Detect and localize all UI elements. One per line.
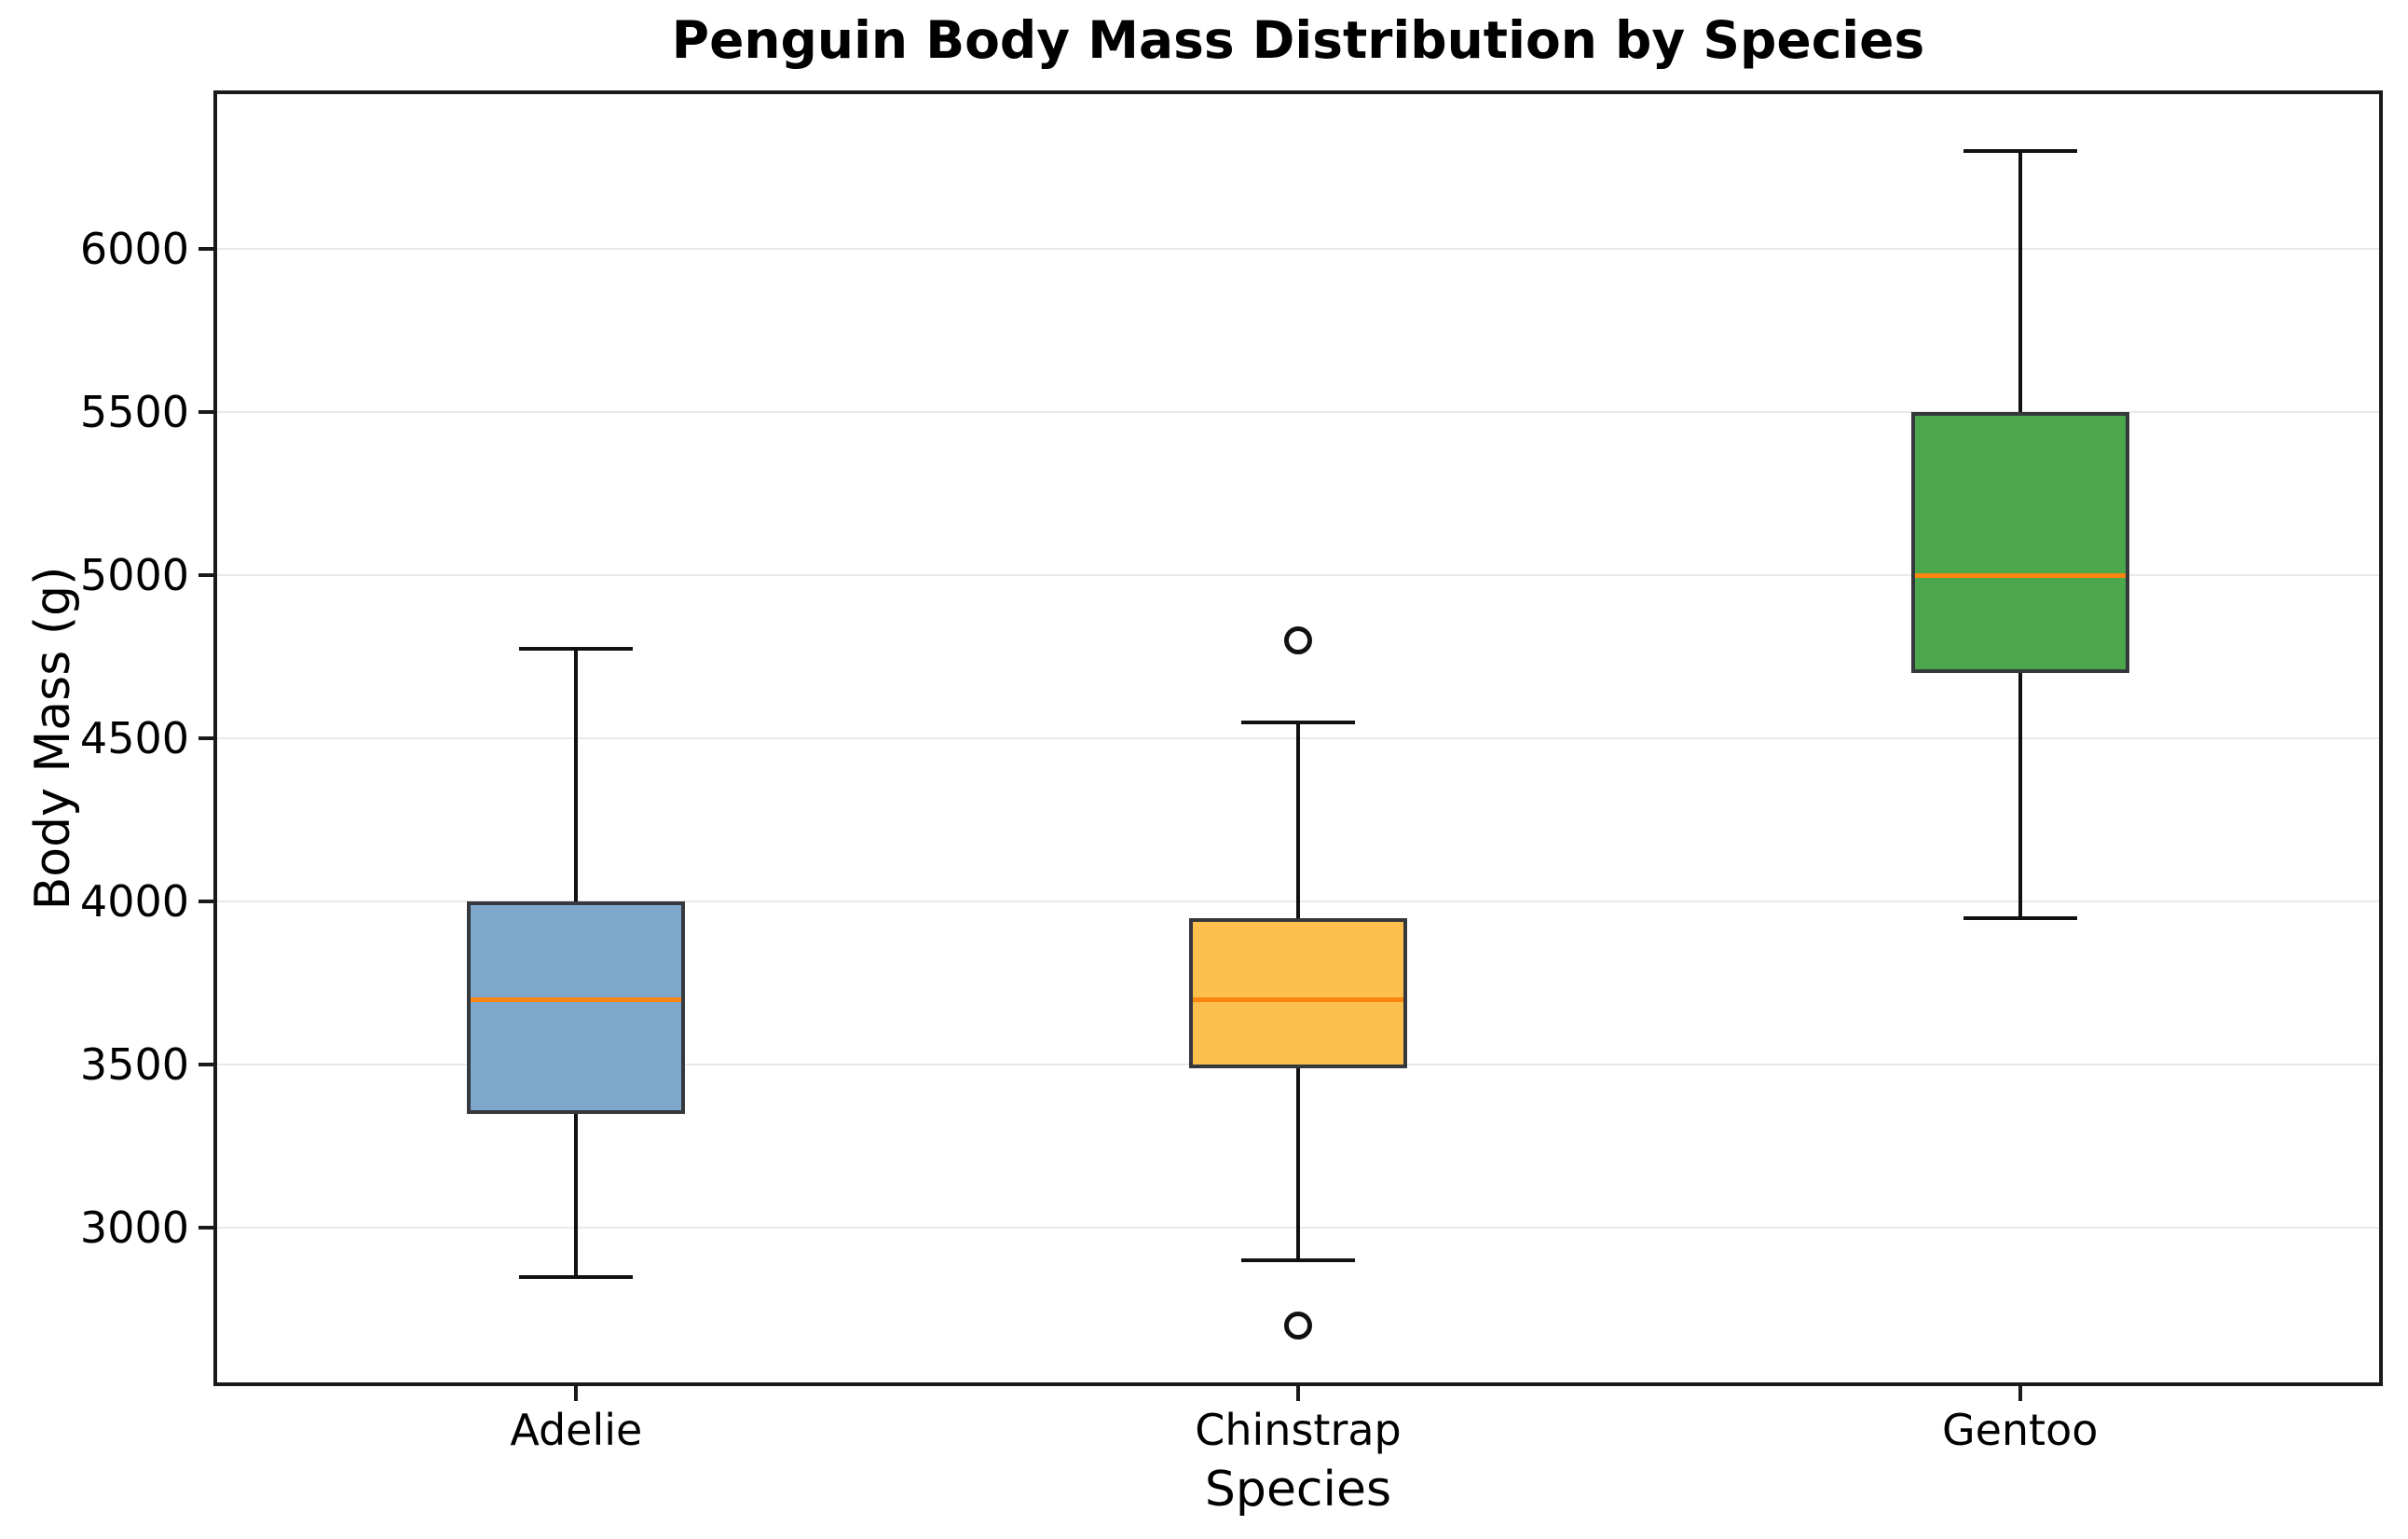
whisker-lower-adelie bbox=[574, 1113, 579, 1277]
y-tick-label: 3000 bbox=[79, 1202, 189, 1253]
median-chinstrap bbox=[1193, 996, 1403, 1002]
x-tick-label: Adelie bbox=[510, 1405, 643, 1455]
y-gridline bbox=[217, 248, 2379, 250]
y-tick-label: 3500 bbox=[79, 1039, 189, 1090]
x-tick-label: Chinstrap bbox=[1195, 1405, 1402, 1455]
y-tick-mark bbox=[198, 1226, 215, 1230]
y-gridline bbox=[217, 411, 2379, 413]
y-tick-label: 6000 bbox=[79, 224, 189, 274]
y-tick-mark bbox=[198, 1063, 215, 1066]
box-adelie bbox=[467, 901, 686, 1114]
y-tick-label: 4500 bbox=[79, 713, 189, 763]
y-tick-label: 5500 bbox=[79, 387, 189, 437]
chart-title: Penguin Body Mass Distribution by Specie… bbox=[671, 10, 1925, 70]
whisker-cap-top-chinstrap bbox=[1241, 720, 1355, 724]
x-tick-mark bbox=[1296, 1384, 1300, 1401]
outlier-point-chinstrap bbox=[1284, 1312, 1312, 1340]
y-tick-mark bbox=[198, 900, 215, 903]
box-chinstrap bbox=[1189, 917, 1407, 1069]
x-tick-mark bbox=[2018, 1384, 2022, 1401]
whisker-cap-top-adelie bbox=[519, 646, 634, 651]
whisker-cap-top-gentoo bbox=[1963, 149, 2077, 153]
y-tick-mark bbox=[198, 410, 215, 414]
x-tick-label: Gentoo bbox=[1941, 1405, 2099, 1455]
whisker-upper-gentoo bbox=[2018, 151, 2022, 412]
whisker-cap-bottom-gentoo bbox=[1963, 915, 2077, 920]
x-axis-label: Species bbox=[1204, 1462, 1392, 1518]
x-tick-mark bbox=[574, 1384, 579, 1401]
whisker-lower-gentoo bbox=[2018, 673, 2022, 918]
whisker-upper-chinstrap bbox=[1296, 721, 1300, 918]
whisker-cap-bottom-chinstrap bbox=[1241, 1258, 1355, 1262]
median-adelie bbox=[471, 996, 682, 1002]
whisker-upper-adelie bbox=[574, 648, 579, 901]
y-tick-label: 4000 bbox=[79, 876, 189, 927]
median-gentoo bbox=[1914, 572, 2126, 578]
box-gentoo bbox=[1910, 412, 2129, 673]
y-tick-mark bbox=[198, 573, 215, 577]
y-tick-mark bbox=[198, 736, 215, 740]
whisker-cap-bottom-adelie bbox=[519, 1274, 634, 1279]
whisker-lower-chinstrap bbox=[1296, 1068, 1300, 1260]
y-tick-label: 5000 bbox=[79, 550, 189, 600]
y-tick-mark bbox=[198, 247, 215, 251]
y-gridline bbox=[217, 574, 2379, 576]
outlier-point-chinstrap bbox=[1284, 626, 1312, 654]
